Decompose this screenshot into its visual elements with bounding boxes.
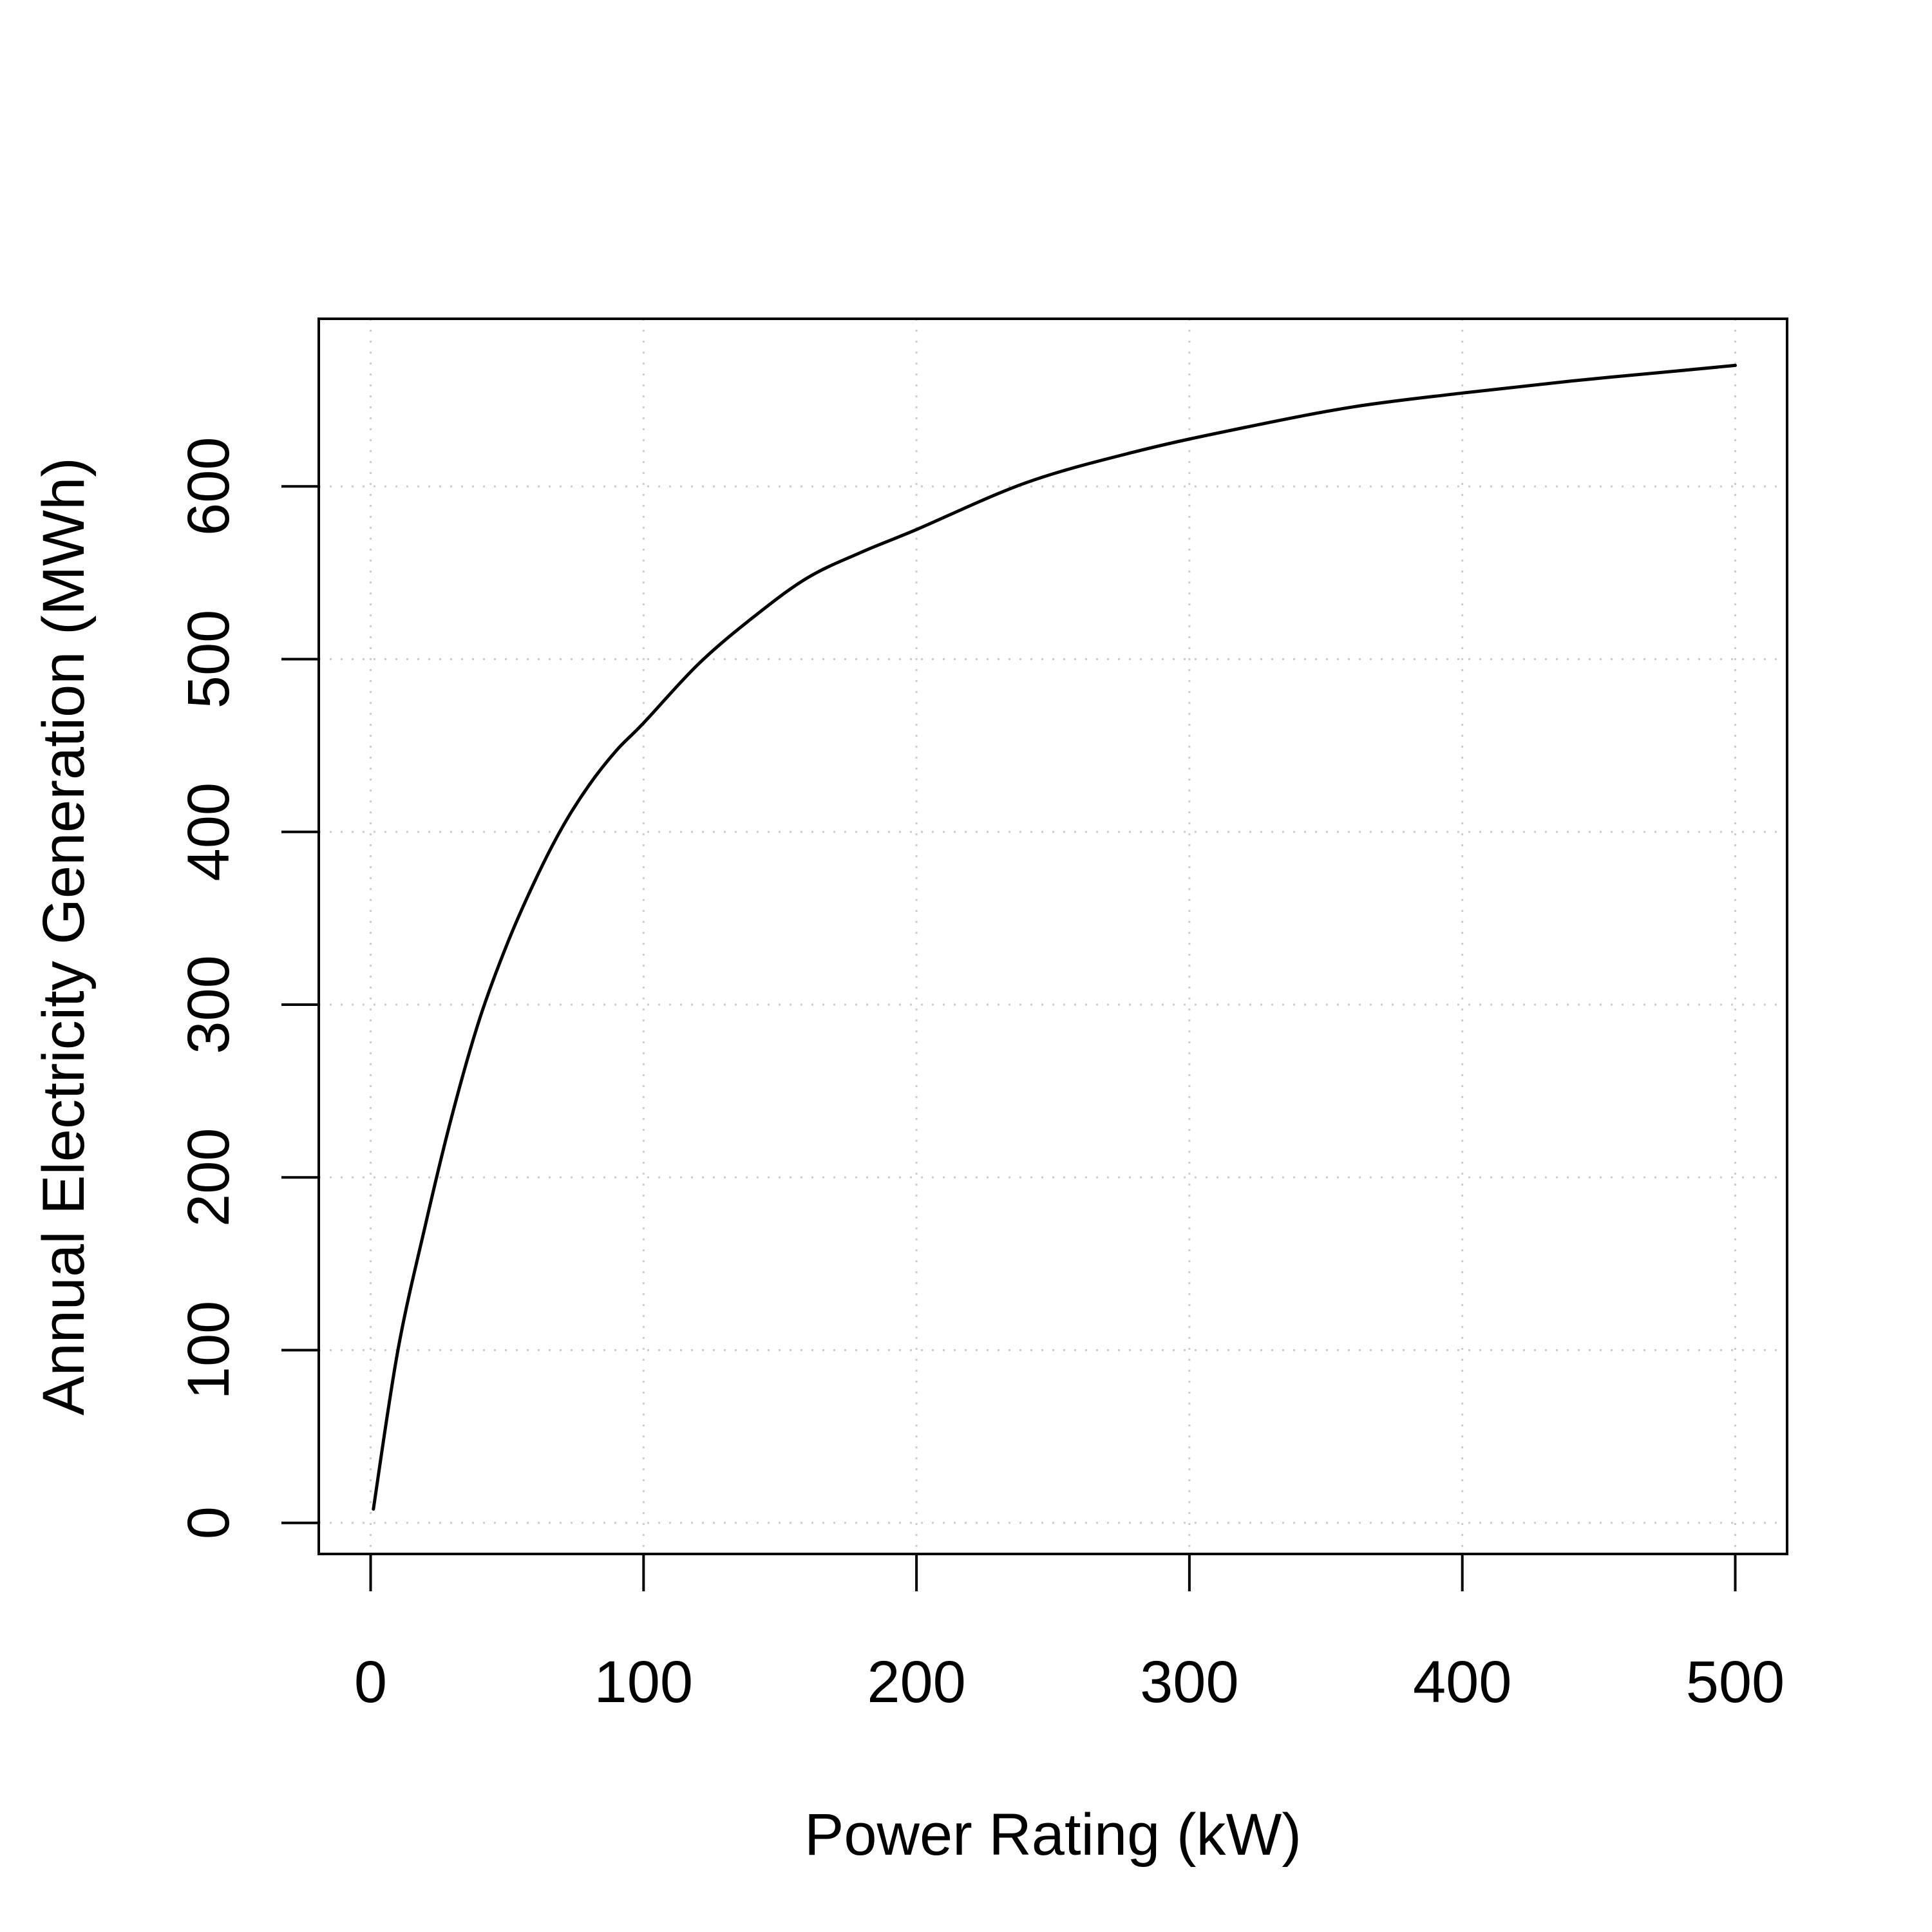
y-tick-label-2: 200 [176, 1128, 242, 1227]
series-layer [372, 363, 1737, 1511]
x-axis-title: Power Rating (kW) [804, 1802, 1302, 1868]
grid-lines [319, 319, 1787, 1554]
x-tick-label-1: 100 [594, 1649, 694, 1715]
y-tick-label-4: 400 [176, 782, 242, 882]
plot-frame [317, 317, 1788, 1555]
y-tick-label-5: 500 [176, 610, 242, 709]
y-tick-label-6: 600 [176, 437, 242, 536]
y-axis: 0 100 200 300 400 500 600 [176, 437, 319, 1539]
x-tick-label-5: 500 [1686, 1649, 1785, 1715]
x-tick-label-0: 0 [354, 1649, 387, 1715]
y-tick-label-1: 100 [176, 1301, 242, 1400]
x-axis: 0 100 200 300 400 500 [354, 1554, 1785, 1715]
y-tick-label-0: 0 [176, 1506, 242, 1539]
y-axis-title: Annual Electricity Generation (MWh) [31, 457, 97, 1416]
x-tick-label-3: 300 [1140, 1649, 1239, 1715]
series-line-0 [372, 363, 1737, 1511]
x-tick-label-2: 200 [867, 1649, 966, 1715]
x-tick-label-4: 400 [1413, 1649, 1512, 1715]
y-tick-label-3: 300 [176, 955, 242, 1054]
